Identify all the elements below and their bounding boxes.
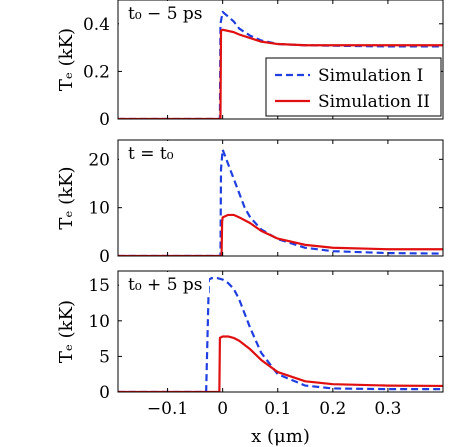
y-axis-label: Tₑ (kK) xyxy=(56,28,77,91)
x-axis-label: x (μm) xyxy=(251,426,310,447)
y-tick-label: 0 xyxy=(99,247,110,267)
panel-annotation: t = t₀ xyxy=(128,144,174,164)
y-tick-label: 15 xyxy=(88,276,110,296)
plot-frame xyxy=(117,0,444,120)
y-tick-label: 10 xyxy=(88,312,110,332)
legend-box xyxy=(265,57,442,117)
annotation-background xyxy=(119,272,209,296)
y-tick-label: 0 xyxy=(99,110,110,130)
annotation-background xyxy=(119,141,175,165)
y-tick-label: 0.4 xyxy=(83,15,110,35)
x-tick-label: 0.1 xyxy=(264,399,291,419)
series-simulation-2-line xyxy=(118,335,443,392)
panel-annotation: t₀ − 5 ps xyxy=(128,4,203,24)
panel-3: 0 5 10 15 −0.1 0 0.1 0.2 0.3 Tₑ (kK) t₀ + 5 ps x (μ… xyxy=(56,270,444,447)
x-tick-label: −0.1 xyxy=(147,399,188,419)
plot-frame xyxy=(117,270,444,393)
x-tick-label: 0 xyxy=(217,399,228,419)
y-tick-label: 0.2 xyxy=(83,62,110,82)
y-tick-label: 20 xyxy=(88,150,110,170)
x-tick-label: 0.2 xyxy=(319,399,346,419)
x-tick-label: 0.3 xyxy=(374,399,401,419)
series-simulation-2-line xyxy=(118,213,443,256)
y-tick-label: 10 xyxy=(88,199,110,219)
series-simulation-1-line xyxy=(118,148,443,256)
y-tick-label: 5 xyxy=(99,347,110,367)
panel-2: 0 10 20 Tₑ (kK) t = t₀ xyxy=(56,139,444,267)
y-tick-label: 0 xyxy=(99,383,110,403)
legend: Simulation I Simulation II xyxy=(265,57,442,117)
annotation-background xyxy=(119,1,209,25)
legend-label: Simulation II xyxy=(318,92,430,112)
y-axis-label: Tₑ (kK) xyxy=(56,300,77,363)
legend-label: Simulation I xyxy=(318,66,423,86)
series-simulation-2-line xyxy=(118,28,443,119)
y-axis-label: Tₑ (kK) xyxy=(56,166,77,229)
panel-annotation: t₀ + 5 ps xyxy=(128,275,203,295)
series-simulation-1-line xyxy=(118,277,443,392)
plot-frame xyxy=(117,139,444,257)
